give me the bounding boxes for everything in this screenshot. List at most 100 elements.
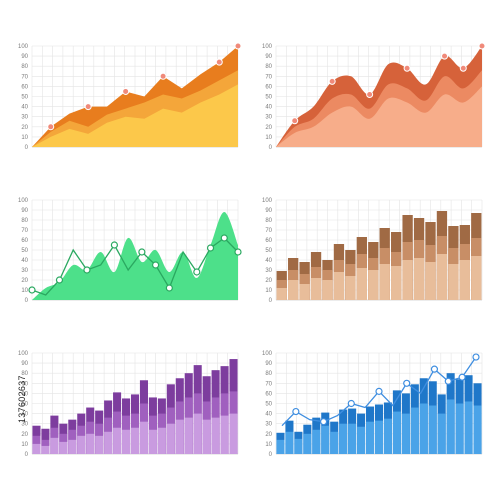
data-point <box>478 42 486 50</box>
data-point <box>375 387 383 395</box>
bar-s2-10 <box>122 429 131 454</box>
y-tick-label: 50 <box>21 248 28 254</box>
data-point <box>403 64 411 72</box>
y-tick-label: 0 <box>25 452 29 458</box>
y-tick-label: 80 <box>21 371 28 377</box>
y-tick-label: 0 <box>269 452 273 458</box>
bar-s1-0 <box>276 439 285 454</box>
y-tick-label: 40 <box>265 258 272 264</box>
data-point <box>206 244 215 252</box>
bar-s2-12 <box>413 258 425 300</box>
y-tick-label: 50 <box>21 402 28 408</box>
y-tick-label: 70 <box>21 74 28 80</box>
bar-s1-8 <box>348 423 357 454</box>
data-point <box>47 123 55 131</box>
y-tick-label: 50 <box>21 95 28 101</box>
bar-s2-17 <box>184 417 193 454</box>
y-tick-label: 40 <box>21 105 28 111</box>
bar-s1-13 <box>392 411 401 454</box>
bar-s2-17 <box>471 256 482 300</box>
data-point <box>110 241 119 249</box>
y-tick-label: 60 <box>21 238 28 244</box>
bar-s2-4 <box>68 439 77 454</box>
data-point <box>215 58 223 66</box>
y-tick-label: 100 <box>18 198 29 204</box>
data-point <box>328 77 336 85</box>
bar-s2-1 <box>41 445 50 454</box>
data-point <box>83 266 91 274</box>
bar-s1-5 <box>321 425 330 454</box>
y-tick-label: 30 <box>21 268 28 274</box>
bar-s1-15 <box>410 407 419 454</box>
chart-bottom-left: 0 10 20 30 40 50 60 70 80 90 100 <box>18 351 239 458</box>
data-point <box>138 248 146 256</box>
y-tick-label: 100 <box>262 198 273 204</box>
bar-s1-21 <box>464 401 473 454</box>
y-tick-label: 50 <box>265 248 272 254</box>
bar-s2-21 <box>220 415 229 454</box>
y-tick-label: 40 <box>21 412 28 418</box>
y-tick-label: 30 <box>265 268 272 274</box>
series-line <box>31 237 239 296</box>
y-tick-label: 30 <box>265 115 272 121</box>
y-tick-label: 40 <box>21 258 28 264</box>
data-point <box>441 52 449 60</box>
y-tick-label: 0 <box>25 145 29 151</box>
series-area <box>32 212 238 300</box>
bar-s2-2 <box>299 284 310 300</box>
y-tick-label: 60 <box>265 391 272 397</box>
y-tick-label: 90 <box>21 208 28 214</box>
chart-middle-left: 0 10 20 30 40 50 60 70 80 90 100 <box>18 198 242 304</box>
bar-s2-14 <box>436 254 448 300</box>
data-point <box>319 418 328 426</box>
y-tick-label: 0 <box>269 145 273 151</box>
bar-s1-6 <box>330 431 339 454</box>
y-tick-label: 100 <box>18 351 29 357</box>
data-point <box>220 234 228 242</box>
y-tick-label: 0 <box>25 298 29 304</box>
bar-s2-9 <box>379 264 390 300</box>
y-tick-label: 60 <box>265 238 272 244</box>
bar-s1-1 <box>285 431 294 454</box>
bar-s1-22 <box>473 405 482 454</box>
data-point <box>403 379 411 387</box>
bar-s2-15 <box>448 264 459 300</box>
bar-s2-8 <box>368 270 379 300</box>
bar-s1-12 <box>383 418 392 454</box>
chart-bottom-right: 0 10 20 30 40 50 60 70 80 90 100 <box>262 351 483 458</box>
bar-s1-14 <box>401 413 410 454</box>
data-point <box>193 268 201 276</box>
bar-s2-5 <box>77 435 86 454</box>
y-tick-label: 90 <box>21 361 28 367</box>
data-point <box>84 103 92 111</box>
y-tick-label: 20 <box>21 278 28 284</box>
bar-s2-3 <box>59 441 68 454</box>
y-tick-label: 40 <box>265 412 272 418</box>
bar-s1-7 <box>339 423 348 454</box>
data-point <box>347 399 355 408</box>
bar-s1-4 <box>312 429 321 454</box>
y-tick-label: 40 <box>265 105 272 111</box>
bar-s2-7 <box>356 268 367 300</box>
y-tick-label: 70 <box>265 381 272 387</box>
bar-s2-8 <box>104 431 113 454</box>
bar-s2-18 <box>193 413 202 454</box>
y-tick-label: 10 <box>21 288 28 294</box>
y-tick-label: 20 <box>265 278 272 284</box>
chart-top-left: 0 10 20 30 40 50 60 70 80 90 100 <box>18 42 242 151</box>
bar-s1-17 <box>428 405 437 454</box>
y-tick-label: 80 <box>265 64 272 70</box>
data-point <box>159 72 167 80</box>
bar-s2-7 <box>95 435 104 454</box>
bar-s1-20 <box>455 403 464 454</box>
y-tick-label: 10 <box>265 442 272 448</box>
bar-s2-0 <box>276 288 287 300</box>
chart-middle-right: 0 10 20 30 40 50 60 70 80 90 100 <box>262 198 483 304</box>
y-tick-label: 90 <box>21 54 28 60</box>
data-point <box>458 373 466 381</box>
data-point <box>234 248 242 256</box>
bar-s2-22 <box>229 413 238 454</box>
bar-s2-11 <box>402 260 413 300</box>
bar-s2-11 <box>130 427 140 454</box>
